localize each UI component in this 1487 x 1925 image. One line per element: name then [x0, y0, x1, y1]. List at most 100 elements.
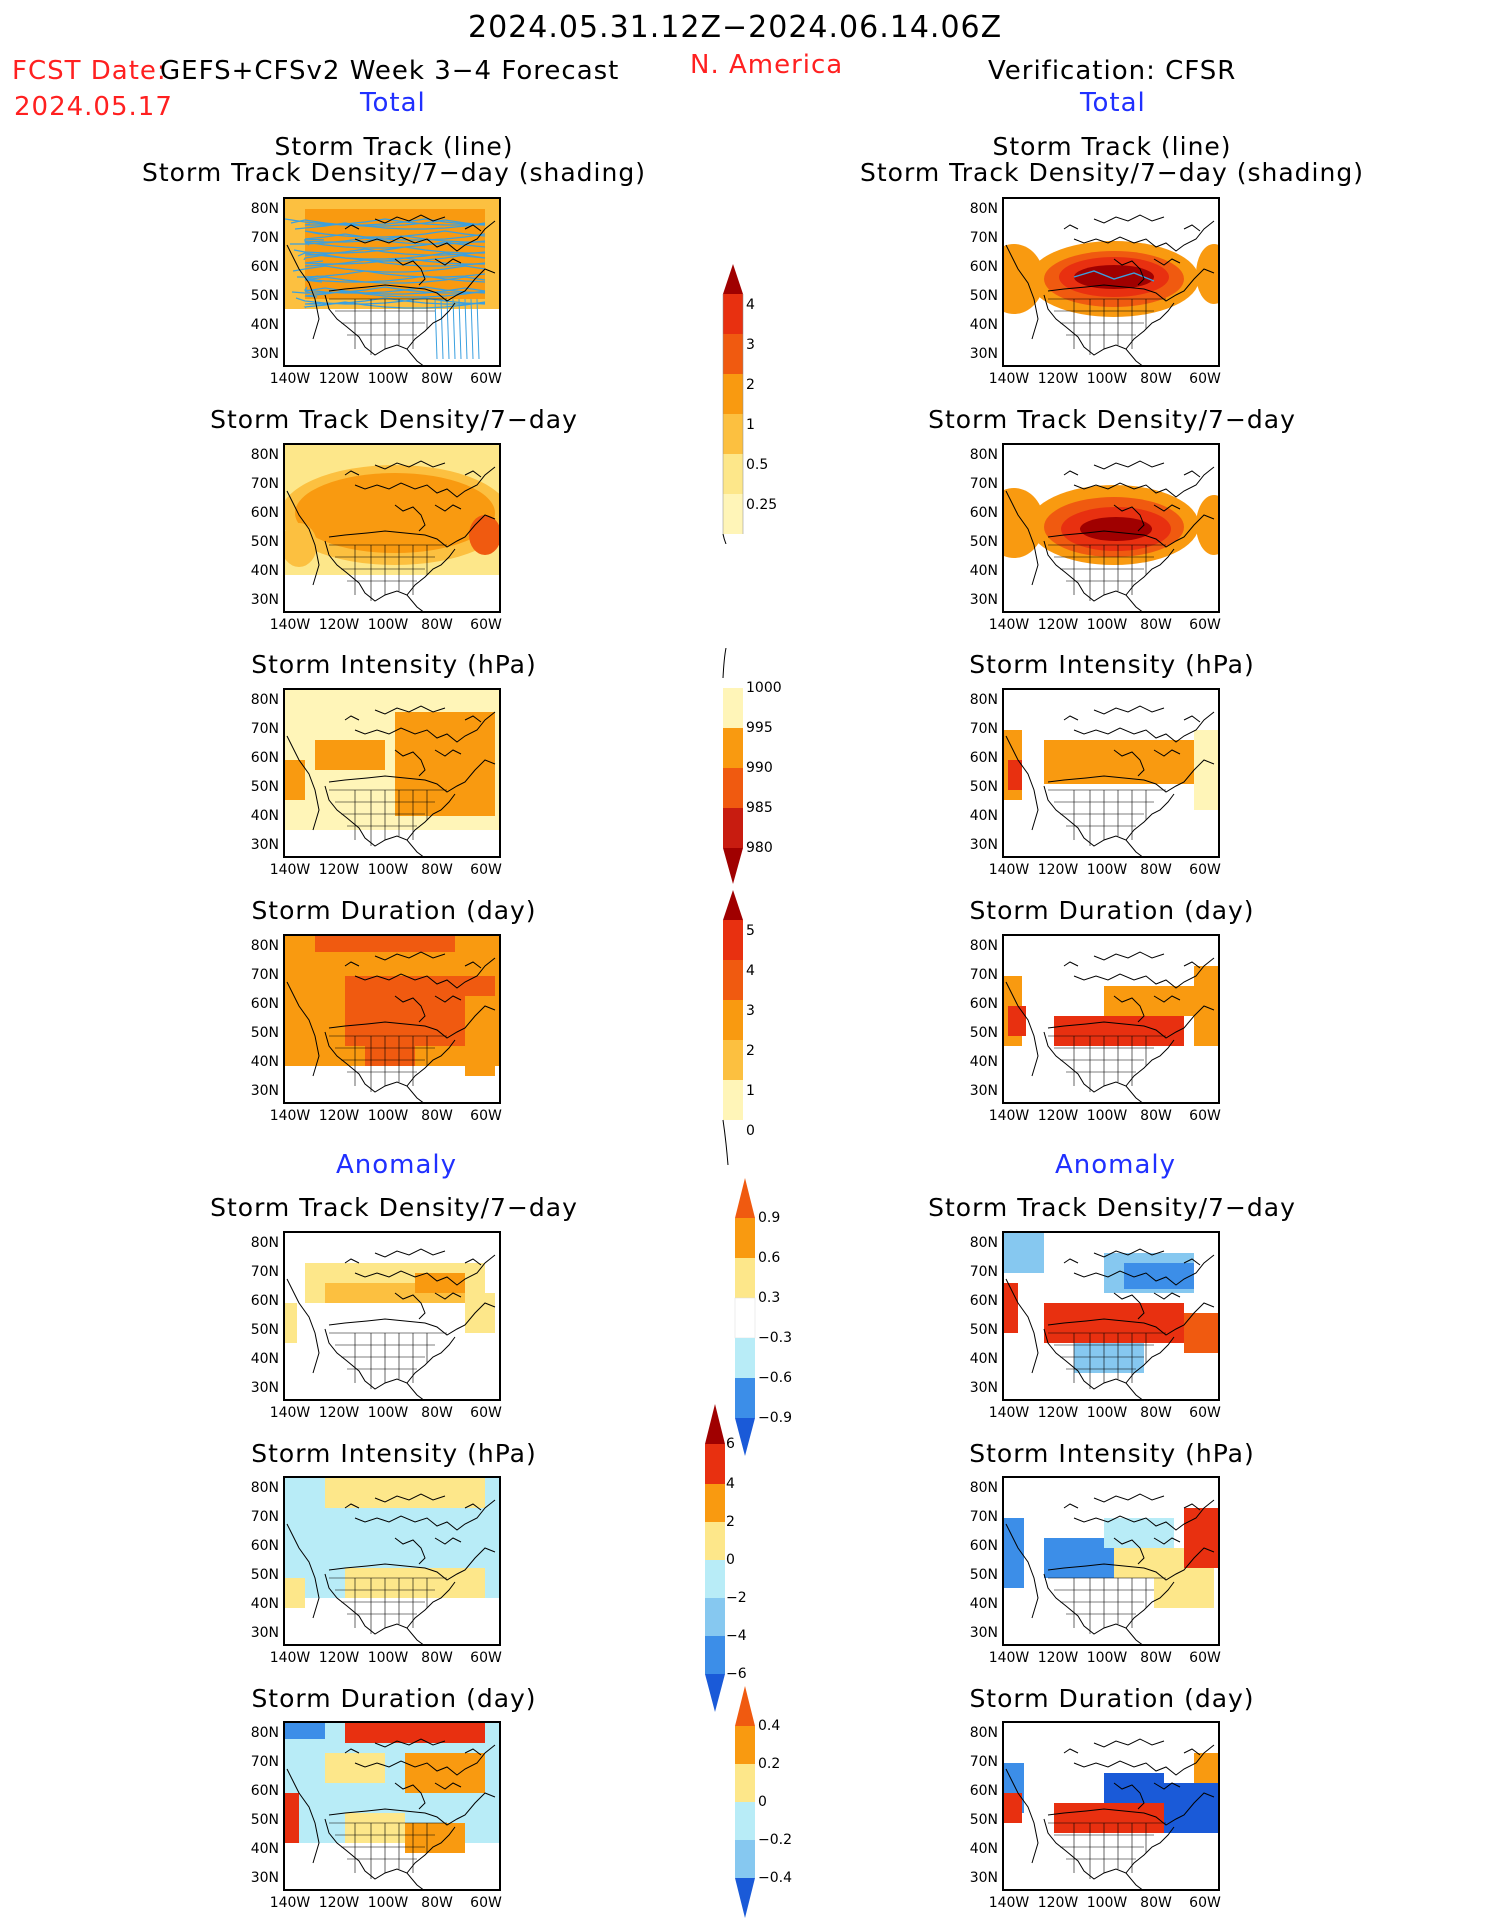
- map-cfsr-duration-anom: [1002, 1721, 1220, 1891]
- lon-tick-label: 80W: [1140, 1108, 1172, 1124]
- lon-tick-label: 140W: [269, 371, 311, 387]
- lat-tick-label: 30N: [250, 1083, 279, 1099]
- map-field: [285, 936, 499, 1102]
- lon-tick-label: 80W: [1140, 862, 1172, 878]
- cb4-l2: 0.3: [758, 1290, 781, 1306]
- lon-tick-label: 140W: [269, 1405, 311, 1421]
- lon-tick-label: 60W: [1189, 371, 1221, 387]
- lat-tick-label: 70N: [250, 721, 279, 737]
- lat-tick-label: 60N: [250, 1783, 279, 1799]
- lat-tick-label: 60N: [250, 996, 279, 1012]
- lat-tick-label: 60N: [969, 259, 998, 275]
- lon-tick-label: 120W: [1037, 1895, 1079, 1911]
- lon-tick-label: 60W: [470, 1650, 502, 1666]
- cb5-l3: 0: [726, 1552, 735, 1568]
- lat-tick-label: 40N: [250, 1841, 279, 1857]
- lon-tick-label: 80W: [421, 1895, 453, 1911]
- anomaly-label-right: Anomaly: [1055, 1150, 1177, 1180]
- lon-tick-label: 100W: [367, 1650, 409, 1666]
- map-cfsr-density: [1002, 443, 1220, 613]
- map-cfsr-intensity-anom: [1002, 1476, 1220, 1646]
- lat-tick-label: 80N: [250, 1480, 279, 1496]
- map-forecast-duration-anom: [283, 1721, 501, 1891]
- lat-tick-label: 40N: [250, 1596, 279, 1612]
- cb5-l0: 6: [726, 1436, 735, 1452]
- lat-tick-label: 70N: [250, 1509, 279, 1525]
- cb4-l1: 0.6: [758, 1250, 781, 1266]
- lat-tick-label: 60N: [969, 505, 998, 521]
- lat-tick-label: 50N: [969, 779, 998, 795]
- map-field: [1004, 1233, 1218, 1399]
- title-r5: Storm Track Density/7−day: [928, 1193, 1296, 1222]
- lat-tick-label: 50N: [250, 779, 279, 795]
- lon-tick-label: 120W: [318, 371, 360, 387]
- lon-tick-label: 60W: [470, 1405, 502, 1421]
- lat-tick-label: 30N: [969, 1870, 998, 1886]
- date-range-title: 2024.05.31.12Z−2024.06.14.06Z: [468, 10, 1003, 45]
- lat-tick-label: 50N: [250, 1025, 279, 1041]
- lon-tick-label: 100W: [367, 862, 409, 878]
- cb4-l0: 0.9: [758, 1210, 781, 1226]
- lon-tick-label: 60W: [470, 1108, 502, 1124]
- map-field: [285, 1478, 499, 1644]
- lon-tick-label: 80W: [421, 1650, 453, 1666]
- lat-tick-label: 80N: [969, 938, 998, 954]
- lon-tick-label: 140W: [269, 1108, 311, 1124]
- lon-tick-label: 140W: [988, 1895, 1030, 1911]
- cb3-l1: 4: [746, 963, 755, 979]
- lat-tick-label: 60N: [250, 259, 279, 275]
- title-l1b: Storm Track Density/7−day (shading): [142, 158, 646, 187]
- lon-tick-label: 80W: [421, 1405, 453, 1421]
- lon-tick-label: 60W: [1189, 1895, 1221, 1911]
- lat-tick-label: 70N: [250, 967, 279, 983]
- title-r2: Storm Track Density/7−day: [928, 405, 1296, 434]
- cb4-l4: −0.6: [758, 1370, 792, 1386]
- title-r1a: Storm Track (line): [992, 132, 1232, 161]
- cb1-l2: 2: [746, 377, 755, 393]
- lat-tick-label: 50N: [969, 1322, 998, 1338]
- lat-tick-label: 70N: [969, 721, 998, 737]
- lon-tick-label: 100W: [1086, 1650, 1128, 1666]
- lon-tick-label: 80W: [421, 1108, 453, 1124]
- lon-tick-label: 120W: [318, 1895, 360, 1911]
- lon-tick-label: 100W: [367, 1405, 409, 1421]
- title-r1b: Storm Track Density/7−day (shading): [860, 158, 1364, 187]
- lat-tick-label: 30N: [250, 592, 279, 608]
- lon-tick-label: 120W: [318, 1108, 360, 1124]
- lon-tick-label: 60W: [470, 1895, 502, 1911]
- map-cfsr-duration: [1002, 934, 1220, 1104]
- lat-tick-label: 50N: [250, 1322, 279, 1338]
- cb2-l4: 980: [746, 840, 773, 856]
- lon-tick-label: 80W: [1140, 1650, 1172, 1666]
- cb6-l4: −0.4: [758, 1870, 792, 1886]
- lat-tick-label: 40N: [250, 1351, 279, 1367]
- map-forecast-density: [283, 443, 501, 613]
- lon-tick-label: 100W: [1086, 371, 1128, 387]
- cb6-l2: 0: [758, 1794, 767, 1810]
- lon-tick-label: 120W: [1037, 1650, 1079, 1666]
- lon-tick-label: 100W: [1086, 1895, 1128, 1911]
- lat-tick-label: 80N: [969, 1480, 998, 1496]
- lat-tick-label: 50N: [969, 534, 998, 550]
- lat-tick-label: 70N: [969, 230, 998, 246]
- lon-tick-label: 60W: [1189, 1405, 1221, 1421]
- lon-tick-label: 80W: [1140, 1895, 1172, 1911]
- lon-tick-label: 100W: [1086, 617, 1128, 633]
- lat-tick-label: 50N: [250, 1567, 279, 1583]
- lon-tick-label: 60W: [470, 617, 502, 633]
- cb1-l1: 3: [746, 337, 755, 353]
- cb3-l2: 3: [746, 1003, 755, 1019]
- title-r7: Storm Duration (day): [969, 1684, 1255, 1713]
- cb2-l0: 1000: [746, 680, 782, 696]
- lon-tick-label: 120W: [1037, 371, 1079, 387]
- cb1-l0: 4: [746, 297, 755, 313]
- lat-tick-label: 80N: [969, 692, 998, 708]
- anomaly-label-left: Anomaly: [336, 1150, 458, 1180]
- lat-tick-label: 70N: [969, 1509, 998, 1525]
- map-forecast-density-anom: [283, 1231, 501, 1401]
- lat-tick-label: 70N: [250, 476, 279, 492]
- lon-tick-label: 120W: [1037, 862, 1079, 878]
- lat-tick-label: 60N: [969, 1538, 998, 1554]
- lat-tick-label: 30N: [250, 1870, 279, 1886]
- lon-tick-label: 140W: [269, 1895, 311, 1911]
